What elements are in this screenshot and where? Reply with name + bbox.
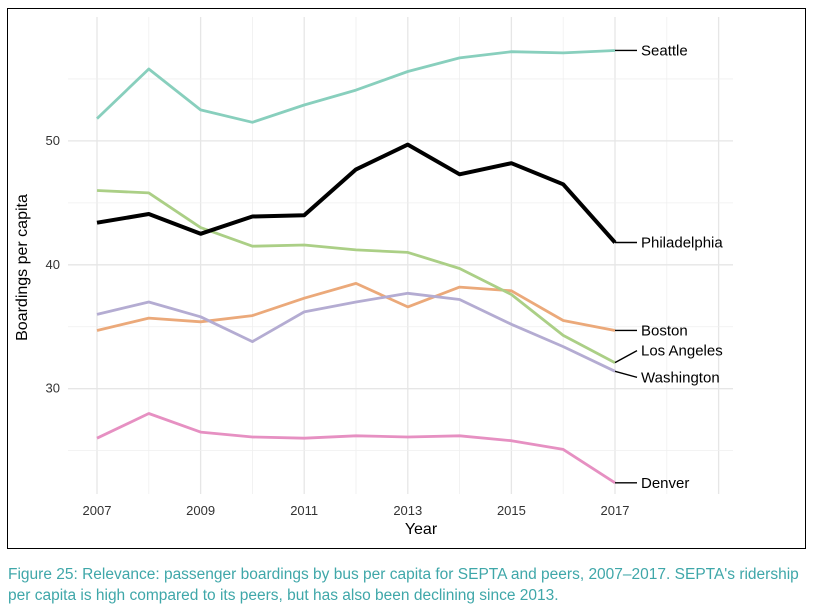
series-label-denver: Denver (641, 475, 689, 492)
series-label-washington: Washington (641, 369, 720, 386)
series-label-philadelphia: Philadelphia (641, 234, 723, 251)
line-chart: 2007 2009 2011 2013 2015 2017 30 40 50 Seattle Bo… (14, 17, 733, 538)
leader-line-washington (614, 370, 638, 379)
x-tick-label: 2011 (290, 503, 318, 518)
series-line-los-angeles (96, 189, 616, 364)
x-tick-label: 2009 (186, 503, 215, 518)
chart-frame: 2007 2009 2011 2013 2015 2017 30 40 50 Seattle Bo… (7, 8, 806, 549)
figure-caption: Figure 25: Relevance: passenger boarding… (8, 566, 799, 604)
tick-labels: 2007 2009 2011 2013 2015 2017 30 40 50 (46, 133, 630, 518)
grid-layer (68, 17, 733, 494)
y-tick-label: 40 (46, 257, 60, 272)
x-tick-label: 2007 (83, 503, 112, 518)
x-tick-label: 2017 (601, 503, 630, 518)
series-lines (96, 49, 617, 484)
series-labels: Seattle Boston Los Angeles Washington Denver… (614, 42, 723, 492)
series-line-washington (96, 291, 616, 373)
y-tick-label: 50 (46, 133, 60, 148)
series-line-boston (96, 281, 616, 332)
y-tick-label: 30 (46, 381, 60, 396)
series-line-philadelphia (96, 142, 617, 244)
series-label-seattle: Seattle (641, 42, 688, 59)
x-axis-title: Year (405, 521, 438, 538)
x-tick-label: 2013 (393, 503, 422, 518)
series-line-denver (96, 412, 616, 484)
leader-line-los-angeles (614, 350, 638, 364)
series-line-seattle (96, 49, 616, 124)
series-label-boston: Boston (641, 322, 688, 339)
series-label-los-angeles: Los Angeles (641, 343, 723, 360)
x-tick-label: 2015 (497, 503, 526, 518)
y-axis-title: Boardings per capita (14, 194, 31, 341)
